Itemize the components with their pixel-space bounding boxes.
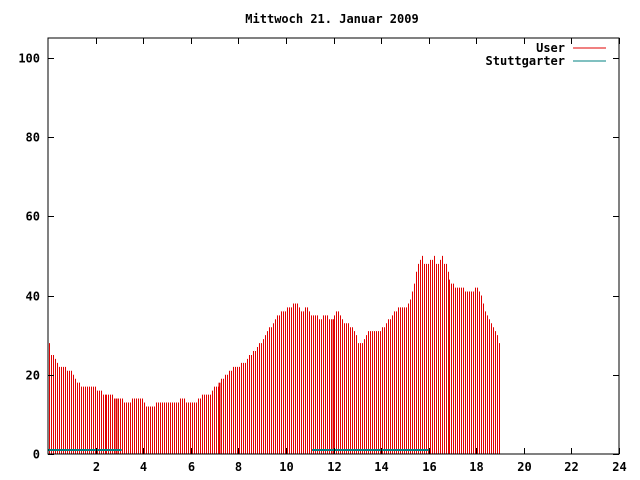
chart-title: Mittwoch 21. Januar 2009 <box>245 12 418 26</box>
x-tick-label: 12 <box>327 460 341 474</box>
legend-label-stuttgarter: Stuttgarter <box>486 54 565 68</box>
x-tick-label: 14 <box>374 460 388 474</box>
x-tick-label: 6 <box>188 460 195 474</box>
legend-label-user: User <box>536 41 565 55</box>
y-tick-label: 80 <box>26 131 40 145</box>
plot-frame <box>47 37 620 455</box>
x-tick-label: 16 <box>422 460 436 474</box>
y-tick-label: 0 <box>33 448 40 462</box>
x-tick-label: 10 <box>279 460 293 474</box>
x-tick-label: 4 <box>140 460 147 474</box>
y-tick-label: 20 <box>26 369 40 383</box>
y-tick-label: 60 <box>26 210 40 224</box>
y-tick-label: 40 <box>26 290 40 304</box>
x-tick-label: 2 <box>93 460 100 474</box>
legend: User Stuttgarter <box>486 41 606 68</box>
x-tick-label: 24 <box>612 460 626 474</box>
x-tick-label: 8 <box>235 460 242 474</box>
bars-layer <box>49 255 500 454</box>
x-tick-label: 20 <box>517 460 531 474</box>
x-tick-label: 18 <box>469 460 483 474</box>
x-tick-label: 22 <box>564 460 578 474</box>
y-tick-label: 100 <box>18 52 40 66</box>
